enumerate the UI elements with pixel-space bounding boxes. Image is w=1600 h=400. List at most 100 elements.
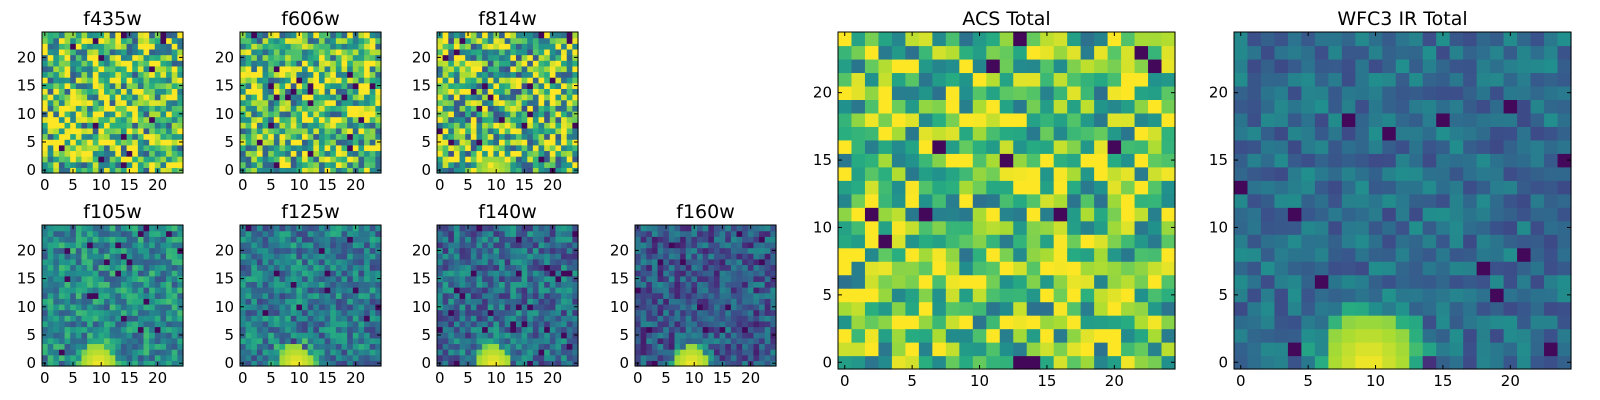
heatmap-cell bbox=[324, 60, 331, 67]
heatmap-cell bbox=[98, 65, 105, 73]
heatmap-cell bbox=[313, 354, 320, 361]
heatmap-cell bbox=[476, 343, 483, 350]
heatmap-cell bbox=[341, 105, 348, 112]
heatmap-cell bbox=[702, 287, 709, 294]
heatmap-cell bbox=[510, 88, 517, 95]
heatmap-cell bbox=[442, 349, 449, 356]
heatmap-cell bbox=[527, 275, 534, 282]
heatmap-cell bbox=[42, 161, 49, 168]
heatmap-cell bbox=[1026, 193, 1041, 208]
heatmap-cell bbox=[115, 156, 122, 163]
heatmap-cell bbox=[115, 343, 122, 350]
heatmap-cell bbox=[268, 287, 275, 294]
heatmap-cell bbox=[453, 337, 461, 345]
heatmap-cell bbox=[42, 281, 49, 288]
heatmap-cell bbox=[171, 144, 178, 152]
heatmap-cell bbox=[448, 236, 455, 243]
heatmap-cell bbox=[347, 303, 354, 311]
heatmap-cell bbox=[92, 150, 99, 157]
heatmap-cell bbox=[115, 77, 122, 84]
heatmap-cell bbox=[905, 328, 920, 343]
heatmap-cell bbox=[256, 349, 264, 356]
heatmap-cell bbox=[515, 99, 523, 106]
heatmap-cell bbox=[549, 315, 557, 322]
heatmap-cell bbox=[1026, 274, 1041, 289]
heatmap-cell bbox=[487, 230, 494, 237]
heatmap-cell bbox=[1134, 220, 1149, 235]
heatmap-cell bbox=[448, 281, 455, 288]
heatmap-cell bbox=[742, 270, 749, 277]
heatmap-cell bbox=[561, 167, 568, 174]
heatmap-cell bbox=[375, 315, 382, 322]
heatmap-cell bbox=[318, 88, 326, 95]
heatmap-cell bbox=[864, 180, 880, 195]
heatmap-cell bbox=[47, 94, 54, 101]
heatmap-cell bbox=[544, 281, 551, 288]
heatmap-cell bbox=[657, 343, 664, 350]
heatmap-cell bbox=[166, 281, 173, 288]
heatmap-cell bbox=[171, 315, 178, 322]
heatmap-cell bbox=[375, 99, 382, 106]
heatmap-cell bbox=[864, 207, 880, 222]
heatmap-cell bbox=[92, 156, 99, 163]
heatmap-cell bbox=[515, 230, 523, 237]
heatmap-cell bbox=[75, 48, 83, 56]
heatmap-cell bbox=[369, 122, 376, 129]
heatmap-cell bbox=[544, 133, 551, 140]
heatmap-cell bbox=[945, 166, 960, 181]
heatmap-cell bbox=[999, 247, 1014, 262]
heatmap-cell bbox=[465, 150, 472, 157]
heatmap-cell bbox=[986, 328, 1001, 343]
heatmap-cell bbox=[364, 122, 371, 129]
heatmap-cell bbox=[64, 139, 71, 146]
heatmap-cell bbox=[364, 71, 371, 78]
heatmap-cell bbox=[98, 150, 105, 157]
heatmap-cell bbox=[273, 94, 281, 101]
heatmap-cell bbox=[713, 354, 721, 361]
heatmap-cell bbox=[256, 167, 264, 174]
heatmap-cell bbox=[555, 253, 562, 260]
heatmap-cell bbox=[470, 315, 478, 322]
heatmap-cell bbox=[770, 315, 777, 322]
heatmap-cell bbox=[347, 48, 354, 56]
heatmap-cell bbox=[268, 37, 275, 44]
heatmap-cell bbox=[476, 43, 483, 50]
heatmap-cell bbox=[742, 343, 749, 350]
heatmap-cell bbox=[335, 354, 343, 361]
heatmap-cell bbox=[262, 309, 269, 316]
heatmap-cell bbox=[510, 82, 517, 89]
heatmap-cell bbox=[437, 326, 444, 333]
heatmap-cell bbox=[364, 326, 371, 333]
heatmap-cell bbox=[358, 94, 365, 101]
heatmap-cell bbox=[279, 139, 286, 146]
heatmap-cell bbox=[92, 105, 99, 112]
heatmap-cell bbox=[566, 225, 573, 232]
heatmap-cell bbox=[437, 298, 444, 305]
heatmap-cell bbox=[1094, 315, 1109, 330]
heatmap-cell bbox=[262, 88, 269, 95]
heatmap-cell bbox=[126, 156, 133, 163]
heatmap-cell bbox=[702, 247, 709, 254]
heatmap-cell bbox=[566, 247, 573, 254]
heatmap-cell bbox=[510, 122, 517, 129]
heatmap-cell bbox=[149, 54, 156, 61]
heatmap-cell bbox=[341, 88, 348, 95]
heatmap-cell bbox=[1107, 180, 1122, 195]
heatmap-cell bbox=[527, 343, 534, 350]
heatmap-cell bbox=[747, 247, 755, 254]
heatmap-cell bbox=[685, 349, 692, 356]
heatmap-cell bbox=[364, 343, 371, 350]
heatmap-cell bbox=[98, 77, 105, 84]
heatmap-cell bbox=[499, 161, 506, 168]
heatmap-cell bbox=[154, 287, 162, 294]
heatmap-cell bbox=[1094, 193, 1109, 208]
heatmap-cell bbox=[171, 337, 178, 345]
heatmap-cell bbox=[697, 258, 704, 266]
heatmap-cell bbox=[64, 54, 71, 61]
heatmap-cell bbox=[154, 298, 162, 305]
heatmap-cell bbox=[674, 270, 681, 277]
heatmap-cell bbox=[42, 253, 49, 260]
heatmap-cell bbox=[657, 264, 664, 271]
heatmap-cell bbox=[1080, 207, 1095, 222]
heatmap-cell bbox=[109, 354, 116, 361]
